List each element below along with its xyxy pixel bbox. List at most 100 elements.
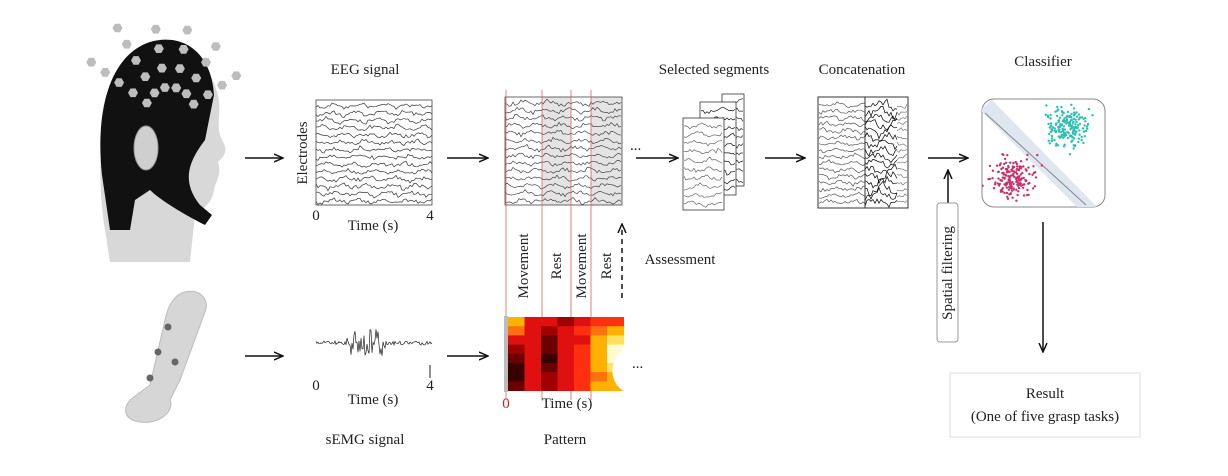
electrode (141, 98, 152, 108)
scatter-point (1058, 125, 1062, 128)
scatter-point (1018, 165, 1021, 168)
eeg-trace (315, 174, 433, 184)
scatter-point (1034, 176, 1038, 179)
eeg-trace (896, 121, 908, 126)
scatter-point (999, 179, 1002, 182)
eeg-trace (504, 166, 622, 174)
eeg-trace (864, 163, 898, 174)
scatter-point (1051, 129, 1054, 132)
eeg-trace (864, 145, 898, 157)
scatter-point (1072, 107, 1076, 110)
scatter-point (1065, 116, 1068, 119)
eeg-trace (896, 149, 908, 153)
scatter-point (1028, 172, 1031, 176)
scatter-point (1005, 168, 1009, 171)
classifier-title: Classifier (1014, 54, 1072, 70)
scatter-point (1060, 135, 1063, 138)
electrode (181, 89, 192, 99)
eeg-trace (504, 129, 622, 138)
eeg-trace (315, 160, 433, 168)
eeg-trace (896, 182, 908, 186)
eeg-trace (818, 126, 866, 136)
scatter-point (1000, 167, 1003, 171)
heatmap-cell (541, 317, 558, 327)
scatter-point (991, 169, 995, 172)
eeg-trace (818, 148, 866, 154)
eeg-trace (315, 197, 433, 205)
electrode (121, 39, 132, 49)
scatter-point (1001, 187, 1004, 190)
eeg-cap-head-illustration (86, 23, 242, 262)
scatter-point (993, 183, 997, 186)
heatmap-cell (607, 381, 624, 391)
scatter-point (1057, 128, 1060, 131)
eeg-trace (818, 108, 866, 115)
scatter-point (1036, 153, 1039, 157)
scatter-point (1016, 165, 1019, 168)
scatter-point (1059, 123, 1062, 126)
eeg-trace (896, 141, 908, 147)
scatter-point (1007, 170, 1010, 174)
scatter-point (1005, 174, 1008, 177)
eeg-trace (683, 156, 723, 164)
eeg-trace (315, 153, 433, 161)
eeg-trace (864, 114, 898, 123)
eeg-xlabel: Time (s) (348, 218, 399, 234)
scatter-point (1057, 135, 1061, 138)
scatter-point (1016, 193, 1019, 197)
scatter-point (1034, 171, 1037, 174)
electrode (128, 88, 138, 98)
assessment-label: Assessment (645, 252, 717, 268)
heatmap-cell (590, 372, 608, 382)
scatter-point (1062, 136, 1065, 139)
heatmap-cell (557, 317, 575, 327)
eeg-trace (504, 136, 622, 145)
eeg-trace (864, 186, 898, 201)
electrode (201, 57, 211, 67)
scatter-point (1047, 139, 1050, 142)
scatter-point (1075, 115, 1079, 118)
eeg-ellipsis: ... (630, 138, 641, 154)
heatmap-cell (590, 363, 608, 373)
eeg-trace (504, 106, 622, 116)
pattern-title: Pattern (544, 432, 587, 448)
pattern-heatmap (504, 310, 640, 392)
eeg-trace (864, 180, 898, 197)
scatter-point (1019, 160, 1023, 163)
segment-label: Rest (549, 252, 565, 280)
scatter-point (1032, 165, 1035, 168)
heatmap-cell (524, 353, 542, 364)
heatmap-cell (607, 317, 624, 327)
scatter-point (1010, 189, 1014, 192)
scatter-point (1021, 171, 1024, 175)
arm-illustration (125, 290, 207, 423)
heatmap-axis (504, 316, 508, 392)
electrode (210, 42, 221, 51)
scatter-point (1071, 132, 1075, 135)
semg-signal-plot (315, 328, 433, 378)
scatter-point (1017, 175, 1021, 178)
scatter-point (1062, 111, 1065, 115)
semg-x-end: 4 (426, 378, 434, 394)
heatmap-cell (508, 381, 525, 391)
heatmap-cell (524, 326, 542, 336)
scatter-point (987, 177, 990, 181)
scatter-point (1060, 130, 1063, 134)
eeg-title: EEG signal (331, 62, 400, 78)
electrode (100, 68, 111, 77)
scatter-point (1068, 153, 1072, 156)
scatter-point (1046, 115, 1050, 118)
scatter-point (1010, 187, 1013, 190)
scatter-point (1014, 160, 1017, 164)
scatter-point (1056, 105, 1059, 109)
scatter-point (1047, 122, 1050, 126)
heatmap-cell (557, 381, 575, 391)
scatter-point (1060, 106, 1063, 109)
eeg-signal-plot (315, 99, 433, 206)
scatter-point (1072, 120, 1075, 124)
heatmap-cell (541, 335, 558, 345)
scatter-point (1054, 110, 1057, 113)
scatter-point (1066, 110, 1070, 114)
scatter-point (1003, 183, 1006, 186)
